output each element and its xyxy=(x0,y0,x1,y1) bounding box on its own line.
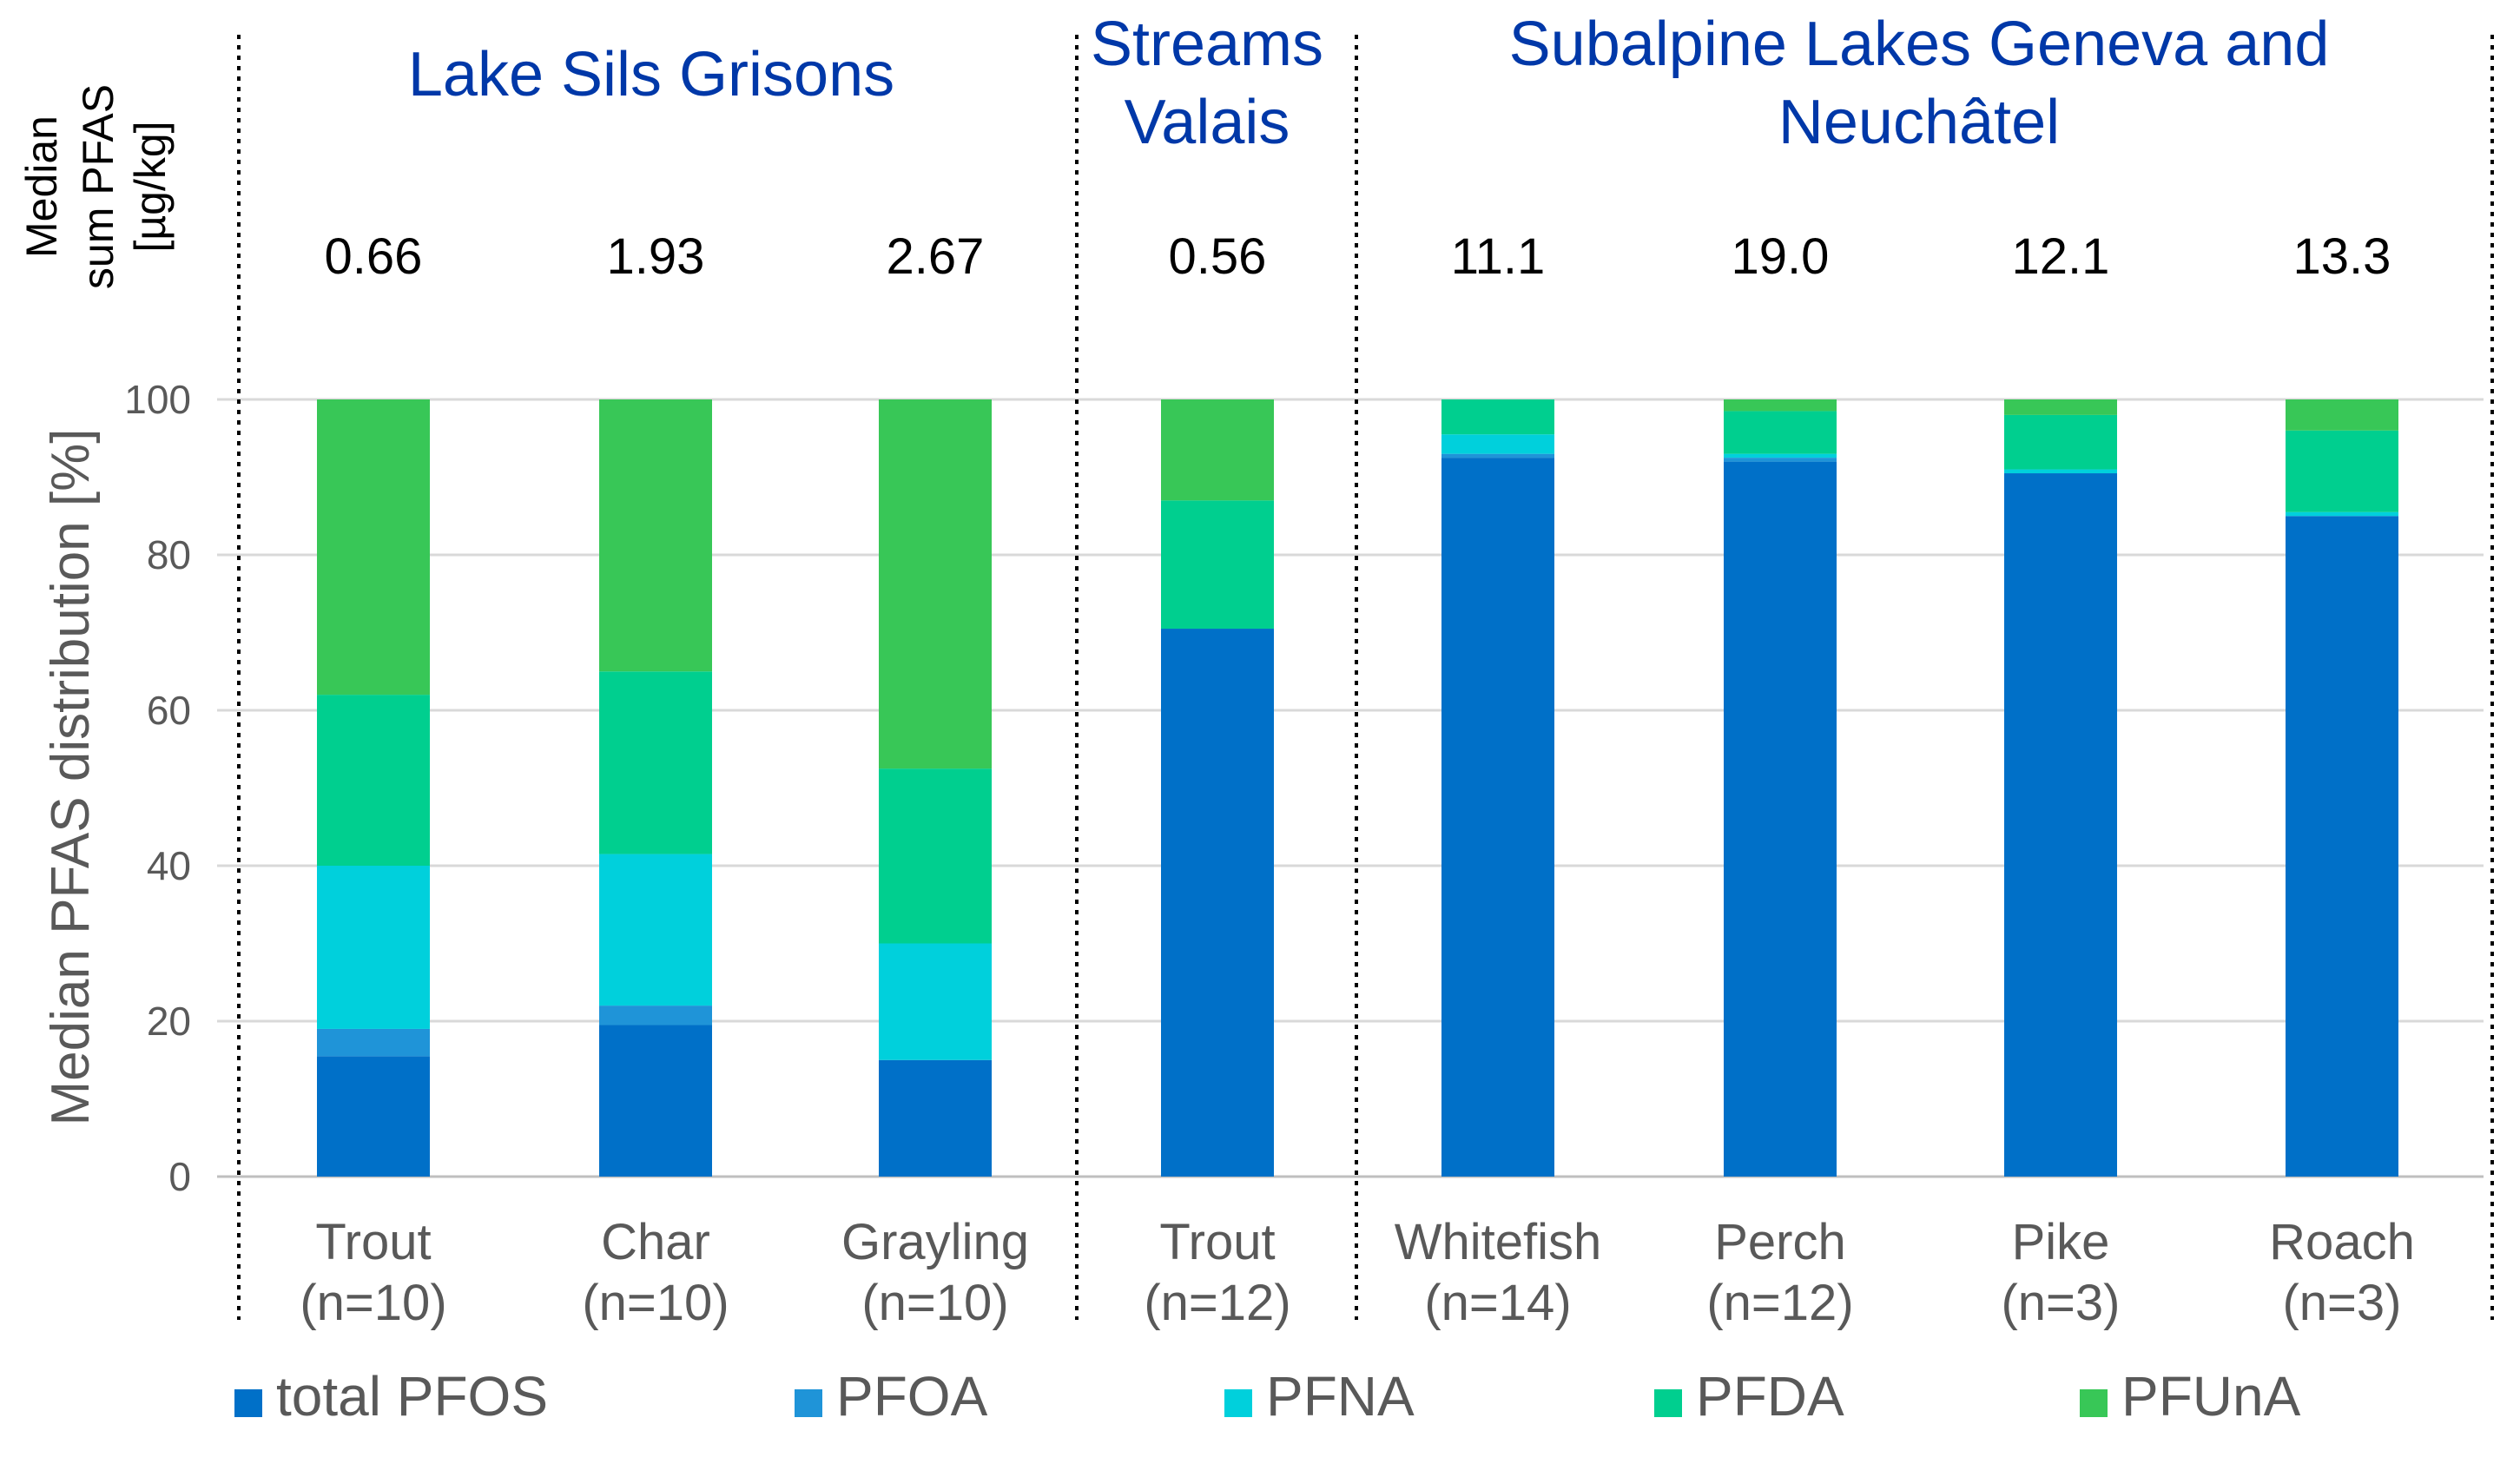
category-label: Char xyxy=(601,1214,710,1270)
legend-label-pfda: PFDA xyxy=(1696,1365,1844,1428)
bar-segment-total-pfos xyxy=(879,1059,992,1177)
bar-segment-pfna xyxy=(879,943,992,1060)
legend-label-total-pfos: total PFOS xyxy=(276,1365,548,1428)
bar-segment-total-pfos xyxy=(2004,473,2117,1177)
median-sum-value: 1.93 xyxy=(607,228,705,285)
bar-segment-total-pfos xyxy=(599,1025,712,1177)
y-tick-label: 0 xyxy=(168,1154,191,1199)
category-sample-size: (n=10) xyxy=(582,1275,729,1331)
bar-segment-pfna xyxy=(599,854,712,1006)
category-sample-size: (n=12) xyxy=(1706,1275,1853,1331)
y-tick-label: 100 xyxy=(124,377,191,422)
category-sample-size: (n=12) xyxy=(1144,1275,1290,1331)
bar-segment-pfuna xyxy=(1724,399,1837,412)
bar-segment-pfda xyxy=(879,768,992,944)
median-sum-value: 19.0 xyxy=(1732,228,1830,285)
category-sample-size: (n=10) xyxy=(861,1275,1008,1331)
bar-segment-pfuna xyxy=(599,399,712,672)
bar-segment-total-pfos xyxy=(1161,629,1274,1177)
bar-segment-pfna xyxy=(317,866,430,1029)
category-sample-size: (n=3) xyxy=(2282,1275,2401,1331)
bar-segment-pfda xyxy=(1161,500,1274,630)
category-label: Whitefish xyxy=(1395,1214,1602,1270)
bar-segment-pfda xyxy=(1441,399,1554,435)
bar-segment-pfoa xyxy=(317,1028,430,1057)
bar-segment-pfna xyxy=(2004,469,2117,474)
group-title: Streams xyxy=(1091,10,1323,79)
group-title: Subalpine Lakes Geneva and xyxy=(1509,10,2330,79)
group-title: Valais xyxy=(1125,88,1290,157)
group-title: Neuchâtel xyxy=(1778,88,2060,157)
legend-label-pfna: PFNA xyxy=(1266,1365,1415,1428)
median-sum-label-line: sum PFAS xyxy=(74,84,122,289)
category-sample-size: (n=10) xyxy=(300,1275,446,1331)
median-sum-value: 0.66 xyxy=(325,228,423,285)
bar-segment-pfuna xyxy=(1161,399,1274,501)
y-tick-label: 60 xyxy=(147,688,191,733)
median-sum-value: 2.67 xyxy=(887,228,985,285)
group-title: Lake Sils Grisons xyxy=(408,40,894,109)
bar-segment-pfda xyxy=(2004,414,2117,470)
legend-label-pfoa: PFOA xyxy=(836,1365,988,1428)
median-sum-value: 0.56 xyxy=(1169,228,1267,285)
median-sum-value: 13.3 xyxy=(2293,228,2391,285)
bar-segment-pfna xyxy=(1441,434,1554,454)
bar-segment-pfda xyxy=(317,695,430,866)
median-sum-label-line: Median xyxy=(17,115,66,258)
bar-segment-total-pfos xyxy=(2286,516,2398,1177)
bar-segment-total-pfos xyxy=(1724,461,1837,1177)
category-label: Trout xyxy=(315,1214,431,1270)
category-label: Roach xyxy=(2269,1214,2415,1270)
bar-segment-pfuna xyxy=(2286,399,2398,431)
bar-segment-pfda xyxy=(599,671,712,854)
legend-swatch-pfda xyxy=(1654,1389,1682,1417)
legend-swatch-total-pfos xyxy=(234,1389,262,1417)
median-sum-label-line: [µg/kg] xyxy=(126,121,175,252)
bar-segment-pfoa xyxy=(1724,458,1837,462)
bar-segment-pfda xyxy=(1724,411,1837,454)
y-tick-label: 20 xyxy=(147,999,191,1044)
y-tick-label: 80 xyxy=(147,532,191,577)
bar-segment-pfuna xyxy=(879,399,992,769)
legend-label-pfuna: PFUnA xyxy=(2121,1365,2301,1428)
bar-segment-pfna xyxy=(2286,511,2398,517)
category-sample-size: (n=3) xyxy=(2001,1275,2120,1331)
category-label: Perch xyxy=(1714,1214,1846,1270)
category-label: Pike xyxy=(2012,1214,2110,1270)
bar-segment-pfoa xyxy=(599,1006,712,1025)
y-tick-label: 40 xyxy=(147,843,191,888)
category-label: Grayling xyxy=(841,1214,1029,1270)
bar-segment-pfna xyxy=(1724,453,1837,458)
category-label: Trout xyxy=(1159,1214,1275,1270)
bar-segment-total-pfos xyxy=(317,1056,430,1177)
legend-swatch-pfuna xyxy=(2080,1389,2108,1417)
bar-segment-pfda xyxy=(2286,430,2398,512)
median-sum-value: 11.1 xyxy=(1451,228,1546,285)
bar-segment-pfoa xyxy=(1441,453,1554,458)
bar-segment-total-pfos xyxy=(1441,458,1554,1177)
legend-swatch-pfna xyxy=(1224,1389,1252,1417)
median-sum-value: 12.1 xyxy=(2012,228,2110,285)
category-sample-size: (n=14) xyxy=(1424,1275,1571,1331)
legend-swatch-pfoa xyxy=(795,1389,822,1417)
y-axis-title: Median PFAS distribution [%] xyxy=(41,429,101,1126)
bar-segment-pfuna xyxy=(2004,399,2117,415)
bar-segment-pfuna xyxy=(317,399,430,696)
